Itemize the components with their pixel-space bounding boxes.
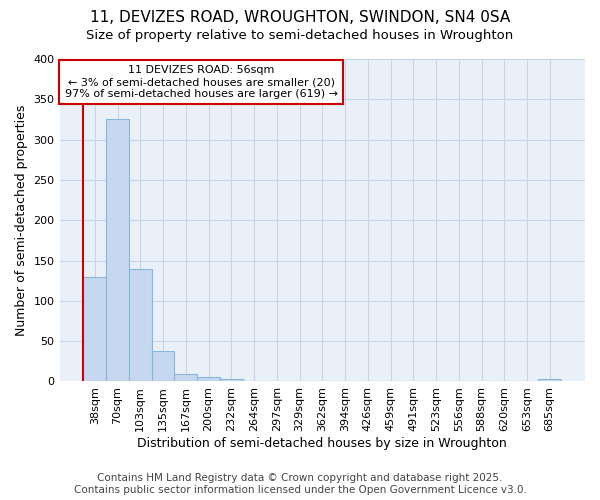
Bar (197, 378, 220, 382)
Text: 11, DEVIZES ROAD, WROUGHTON, SWINDON, SN4 0SA: 11, DEVIZES ROAD, WROUGHTON, SWINDON, SN… (90, 10, 510, 25)
Y-axis label: Number of semi-detached properties: Number of semi-detached properties (15, 104, 28, 336)
Bar (152, 351, 175, 382)
Bar (106, 120, 129, 382)
Bar (220, 379, 242, 382)
Bar (175, 374, 197, 382)
X-axis label: Distribution of semi-detached houses by size in Wroughton: Distribution of semi-detached houses by … (137, 437, 507, 450)
Bar (538, 379, 561, 382)
Text: 11 DEVIZES ROAD: 56sqm
← 3% of semi-detached houses are smaller (20)
97% of semi: 11 DEVIZES ROAD: 56sqm ← 3% of semi-deta… (65, 66, 338, 98)
Bar (129, 268, 152, 382)
Bar (83, 276, 106, 382)
Text: Size of property relative to semi-detached houses in Wroughton: Size of property relative to semi-detach… (86, 29, 514, 42)
Text: Contains HM Land Registry data © Crown copyright and database right 2025.
Contai: Contains HM Land Registry data © Crown c… (74, 474, 526, 495)
